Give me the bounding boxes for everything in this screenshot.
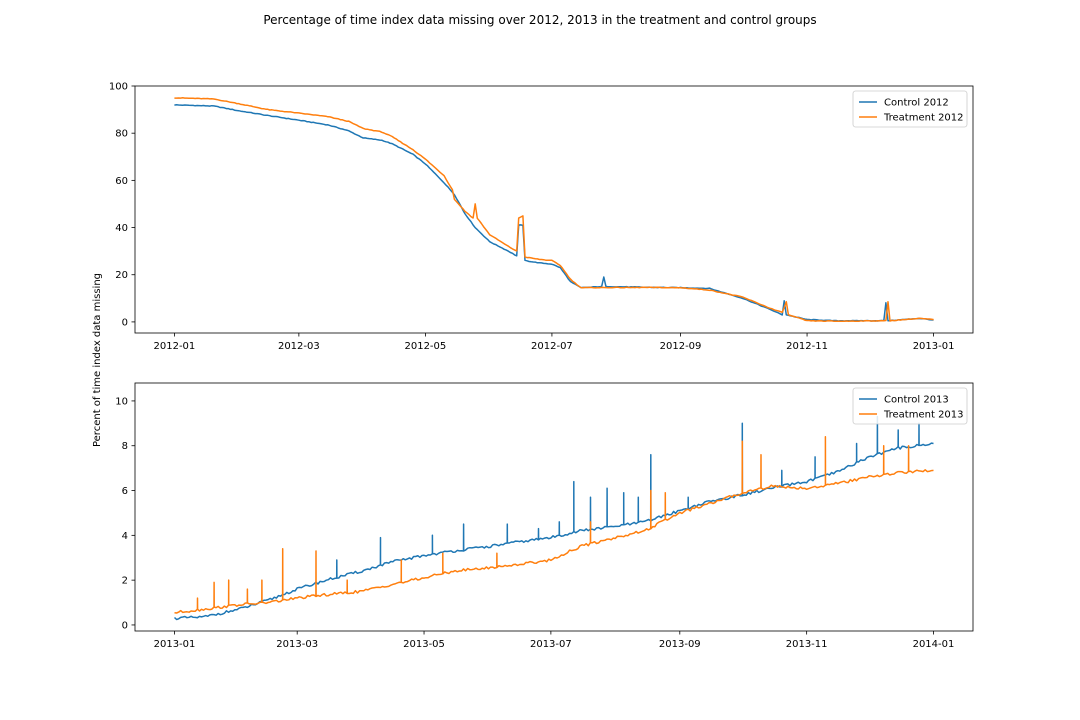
y-tick-label-0: 0 xyxy=(122,620,128,631)
y-tick-label-2: 2 xyxy=(122,576,128,587)
chart-panel-2012: 2012-01 2012-03 2012-05 2012-07 2012-09 2012-… xyxy=(109,82,974,352)
y-tick-label-80: 80 xyxy=(115,129,128,140)
x-tick-label-2013-09: 2013-09 xyxy=(659,639,701,650)
x-tick-label-2012-07: 2012-07 xyxy=(531,341,573,352)
axes-frame-2012 xyxy=(134,85,974,334)
series-line-treatment-2013 xyxy=(174,436,934,614)
x-tick-label-2012-03: 2012-03 xyxy=(278,341,320,352)
axes-frame-2013 xyxy=(134,382,974,632)
legend-2012: Control 2012 Treatment 2012 xyxy=(852,90,968,128)
legend-label-treatment-2012: Treatment 2012 xyxy=(883,113,964,124)
series-line-treatment-2012 xyxy=(174,97,934,323)
x-tick-label-2012-09: 2012-09 xyxy=(660,341,702,352)
y-tick-label-10: 10 xyxy=(115,396,128,407)
x-tick-label-2012-01: 2012-01 xyxy=(154,341,196,352)
y-tick-label-4: 4 xyxy=(122,531,128,542)
x-tick-label-2013-11: 2013-11 xyxy=(786,639,828,650)
y-tick-label-8: 8 xyxy=(122,441,128,452)
y-tick-label-40: 40 xyxy=(115,223,128,234)
legend-box-2013 xyxy=(852,387,968,425)
legend-box-2012 xyxy=(852,90,968,128)
figure-title: Percentage of time index data missing ov… xyxy=(263,13,816,27)
legend-2013: Control 2013 Treatment 2013 xyxy=(852,387,968,425)
legend-label-control-2012: Control 2012 xyxy=(884,98,949,109)
x-tick-label-2013-07: 2013-07 xyxy=(530,639,572,650)
x-tick-label-2013-05: 2013-05 xyxy=(403,639,445,650)
x-tick-label-2013-01: 2013-01 xyxy=(913,341,955,352)
x-tick-label-2012-05: 2012-05 xyxy=(404,341,446,352)
x-tick-label-2013-03: 2013-03 xyxy=(276,639,318,650)
y-tick-label-20: 20 xyxy=(115,270,128,281)
legend-label-control-2013: Control 2013 xyxy=(884,395,949,406)
y-tick-label-100: 100 xyxy=(109,82,128,93)
x-tick-label-2012-11: 2012-11 xyxy=(786,341,828,352)
legend-label-treatment-2013: Treatment 2013 xyxy=(883,410,964,421)
x-tick-label-2013-01: 2013-01 xyxy=(154,639,196,650)
shared-y-axis-label: Percent of time index data missing xyxy=(92,273,103,447)
x-tick-label-2014-01: 2014-01 xyxy=(913,639,955,650)
y-tick-label-0: 0 xyxy=(122,317,128,328)
y-tick-label-60: 60 xyxy=(115,176,128,187)
chart-panel-2013: 2013-01 2013-03 2013-05 2013-07 2013-09 2013-… xyxy=(115,382,974,650)
y-tick-label-6: 6 xyxy=(122,486,128,497)
series-line-control-2012 xyxy=(174,104,934,322)
